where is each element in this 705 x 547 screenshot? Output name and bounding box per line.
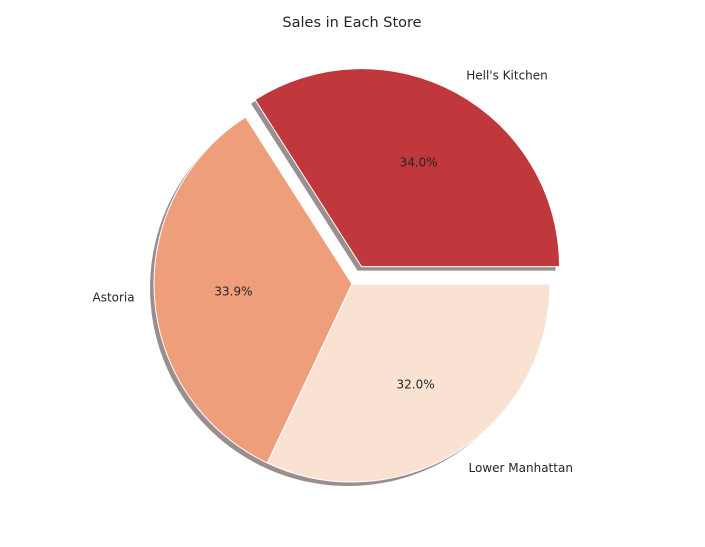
wedge-layer <box>153 68 561 483</box>
pie-slice-astoria <box>153 116 353 464</box>
slice-label-hell-s-kitchen: Hell's Kitchen <box>466 69 548 83</box>
percent-label-lower-manhattan: 32.0% <box>396 377 434 391</box>
percent-label-hell-s-kitchen: 34.0% <box>400 155 438 169</box>
label-layer: 34.0% Hell's Kitchen 33.9% Astoria 32.0% Lowe… <box>92 69 572 475</box>
pie-slice-hell-s-kitchen <box>254 68 561 268</box>
chart-title: Sales in Each Store <box>282 15 421 31</box>
slice-label-astoria: Astoria <box>92 291 134 305</box>
pie-slice-lower-manhattan <box>266 283 551 483</box>
percent-label-astoria: 33.9% <box>214 284 252 298</box>
slice-label-lower-manhattan: Lower Manhattan <box>469 461 573 475</box>
